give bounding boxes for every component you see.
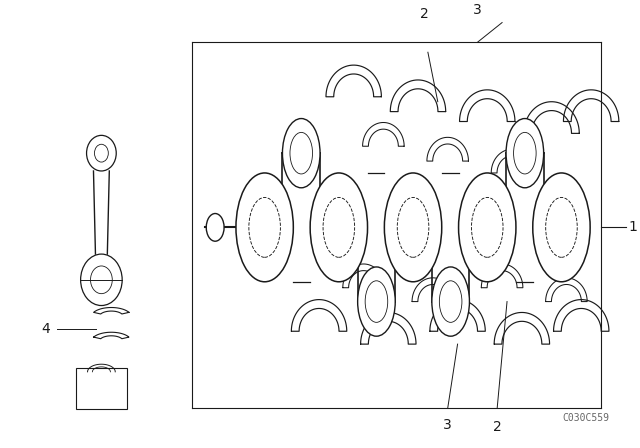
Text: 3: 3 [444, 418, 452, 432]
Text: 2: 2 [420, 7, 428, 21]
Text: 1: 1 [628, 220, 637, 234]
Ellipse shape [310, 173, 367, 282]
Ellipse shape [506, 119, 543, 188]
Ellipse shape [282, 119, 320, 188]
Ellipse shape [458, 173, 516, 282]
Text: C030C559: C030C559 [563, 413, 610, 423]
Ellipse shape [236, 173, 293, 282]
Ellipse shape [358, 267, 396, 336]
Ellipse shape [432, 267, 470, 336]
Ellipse shape [206, 214, 224, 241]
Text: 3: 3 [473, 3, 482, 17]
Text: 4: 4 [41, 322, 50, 336]
Text: 2: 2 [493, 420, 502, 434]
Bar [76, 368, 127, 409]
Ellipse shape [385, 173, 442, 282]
Ellipse shape [532, 173, 590, 282]
